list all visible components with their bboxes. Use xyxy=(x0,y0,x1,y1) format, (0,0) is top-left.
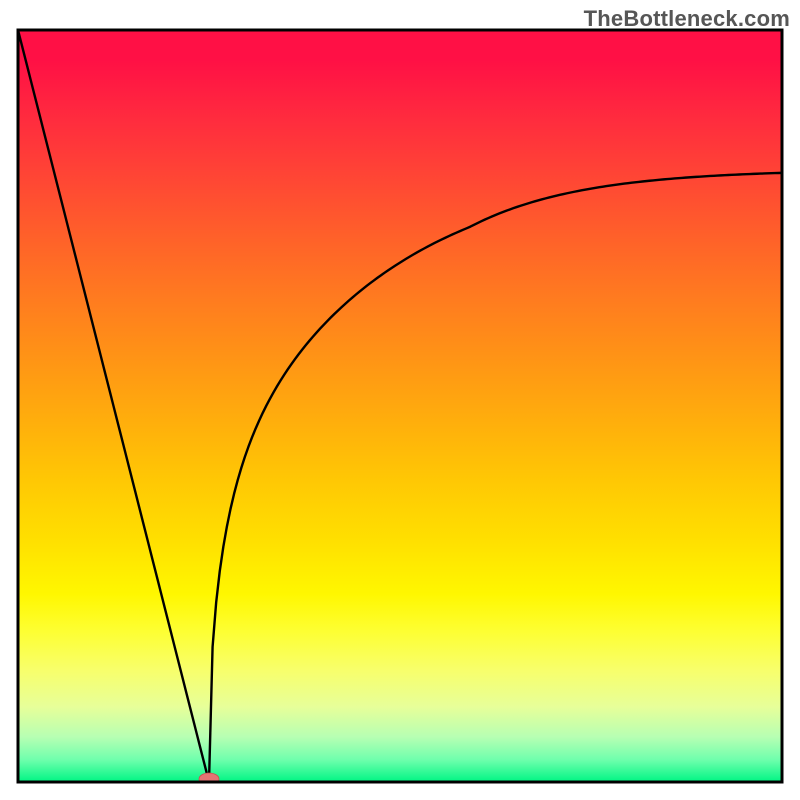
chart-svg xyxy=(0,0,800,800)
bottleneck-chart: TheBottleneck.com xyxy=(0,0,800,800)
gradient-background xyxy=(18,30,782,782)
